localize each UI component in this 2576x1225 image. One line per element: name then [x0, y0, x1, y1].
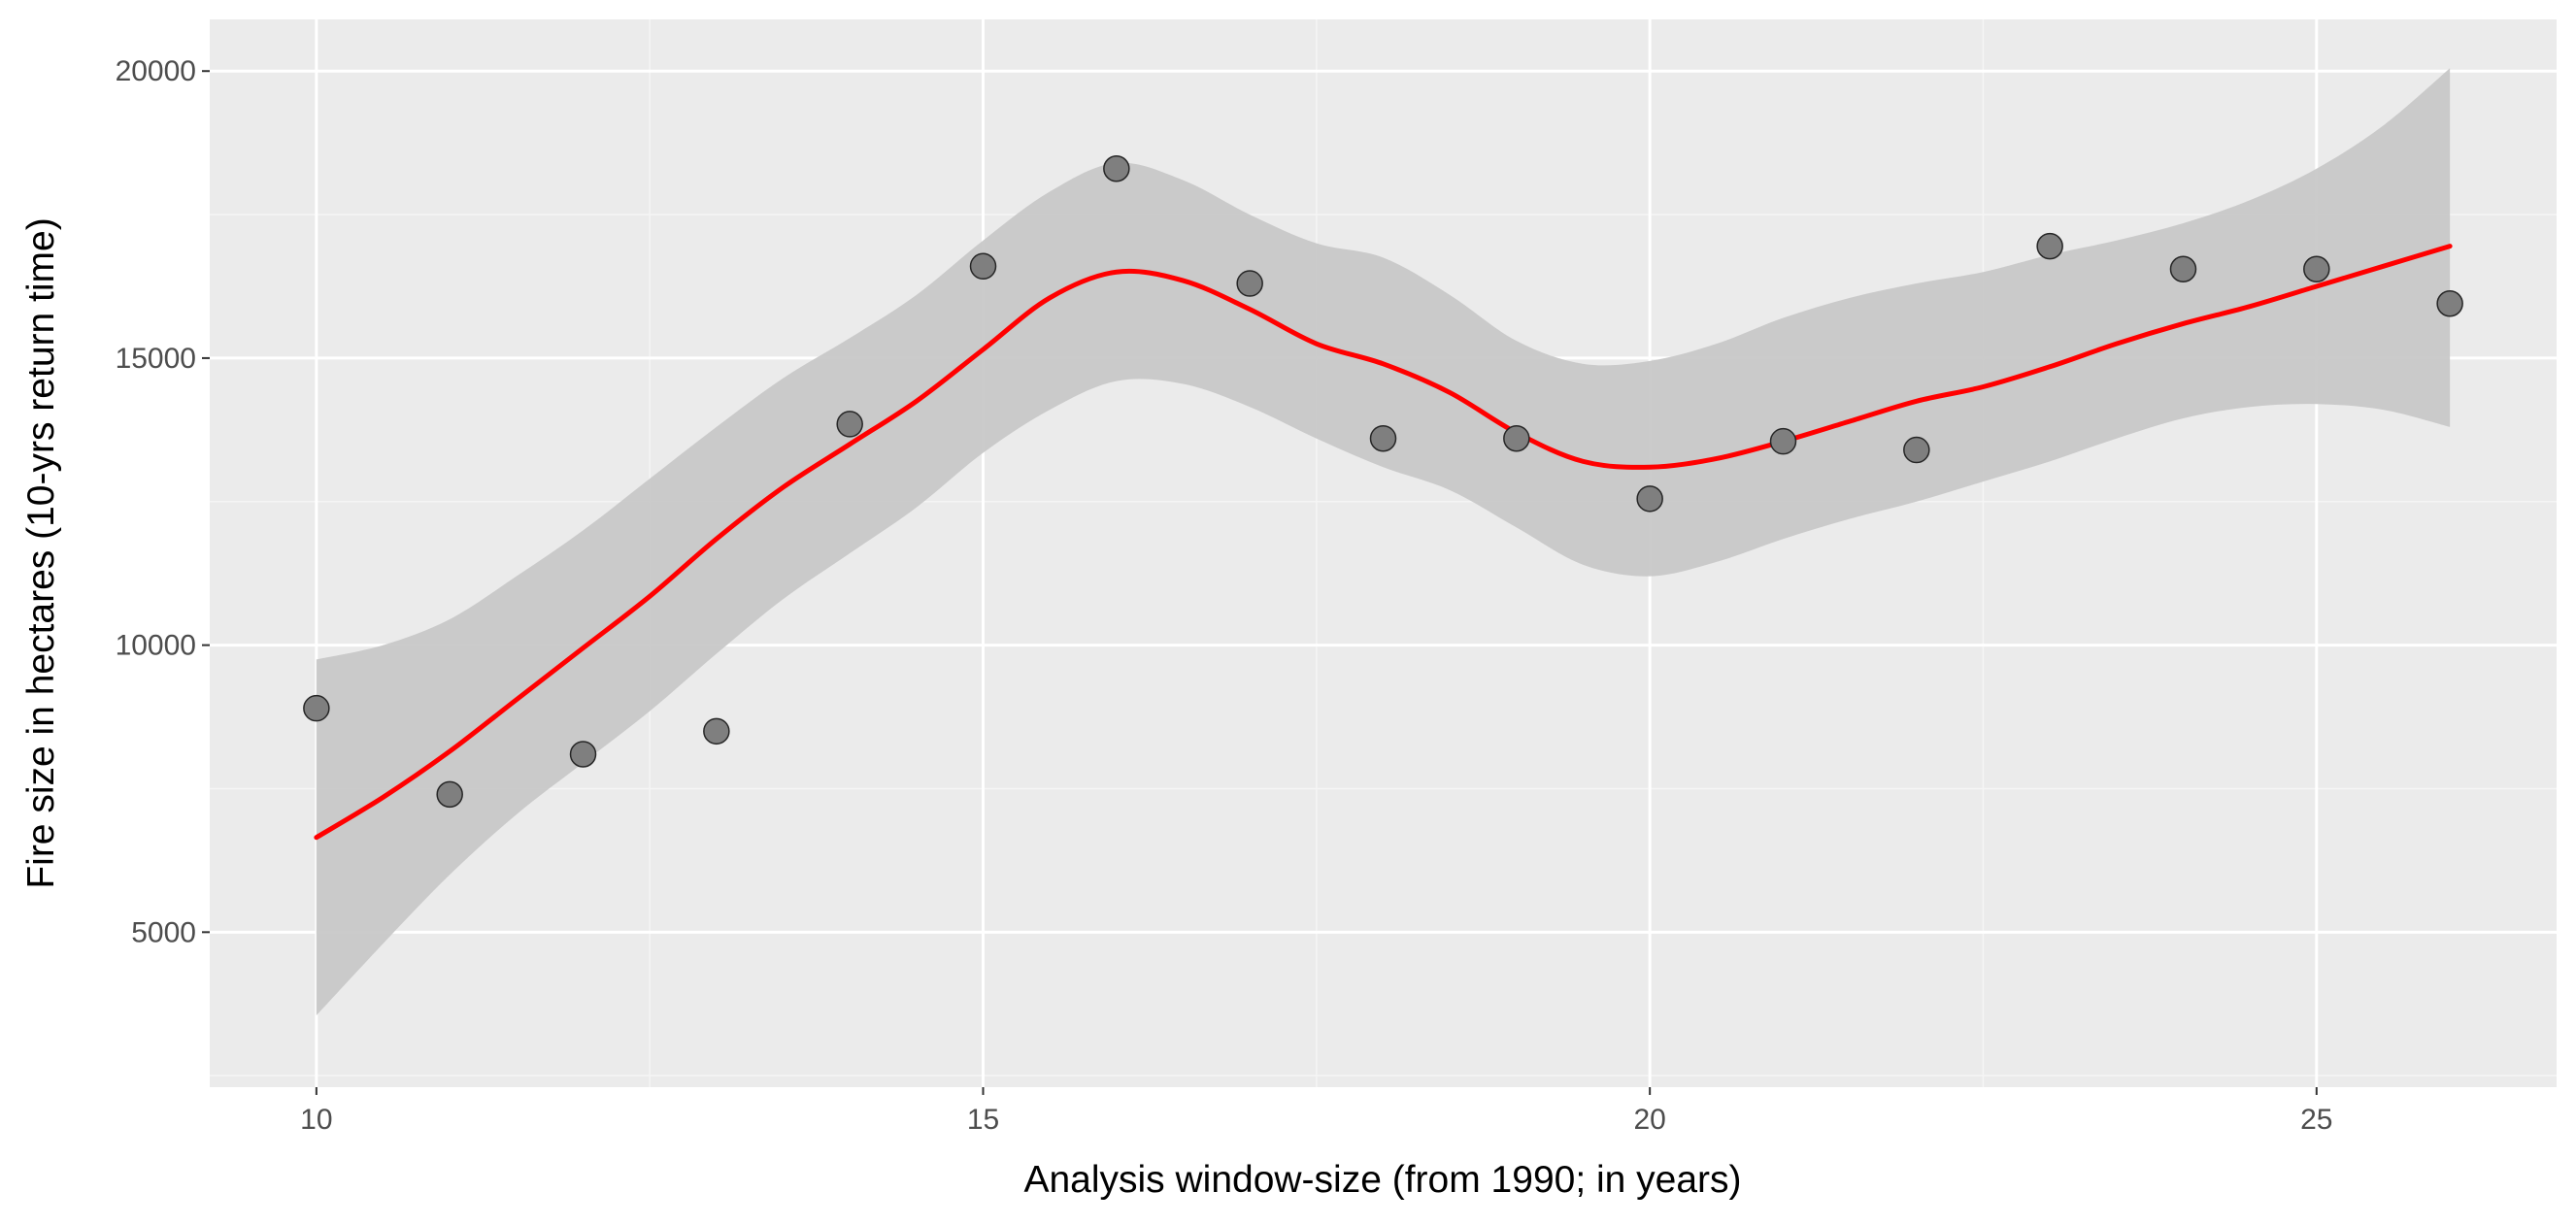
smooth-line-layer: [314, 244, 2453, 841]
data-point: [2303, 255, 2330, 283]
x-tick-label: 10: [300, 1104, 332, 1136]
data-point: [703, 717, 730, 745]
y-tick-label: 5000: [131, 916, 196, 948]
y-axis-title: Fire size in hectares (10-yrs return tim…: [20, 217, 62, 888]
y-tick-label: 15000: [116, 343, 196, 375]
data-point: [2436, 289, 2463, 317]
confidence-band-layer: [316, 68, 2451, 1016]
x-tick-label: 15: [967, 1104, 999, 1136]
data-point: [2169, 255, 2197, 283]
confidence-band: [316, 68, 2451, 1016]
data-point: [569, 741, 597, 768]
data-point: [303, 694, 330, 722]
smooth-trend-line: [314, 244, 2453, 841]
data-point: [1369, 424, 1397, 452]
y-tick-label: 20000: [116, 55, 196, 87]
x-axis-title: Analysis window-size (from 1990; in year…: [1023, 1159, 1741, 1201]
y-axis-ticks: 5000 10000 15000 20000: [116, 55, 210, 948]
x-axis-ticks: 10 15 20 25: [300, 1087, 2332, 1136]
data-point: [1103, 155, 1130, 182]
data-point: [1503, 424, 1530, 452]
y-tick-label: 10000: [116, 630, 196, 662]
data-point: [1903, 436, 1930, 464]
data-point: [969, 252, 997, 281]
data-point: [1769, 427, 1797, 455]
data-points-layer: [303, 155, 2463, 809]
x-tick-label: 20: [1633, 1104, 1665, 1136]
data-point: [436, 780, 463, 809]
data-point: [836, 411, 863, 438]
x-tick-label: 25: [2300, 1104, 2332, 1136]
data-point: [1636, 485, 1663, 513]
minor-gridlines: [210, 19, 2557, 1087]
data-point: [1236, 270, 1263, 297]
data-point: [2036, 232, 2063, 260]
